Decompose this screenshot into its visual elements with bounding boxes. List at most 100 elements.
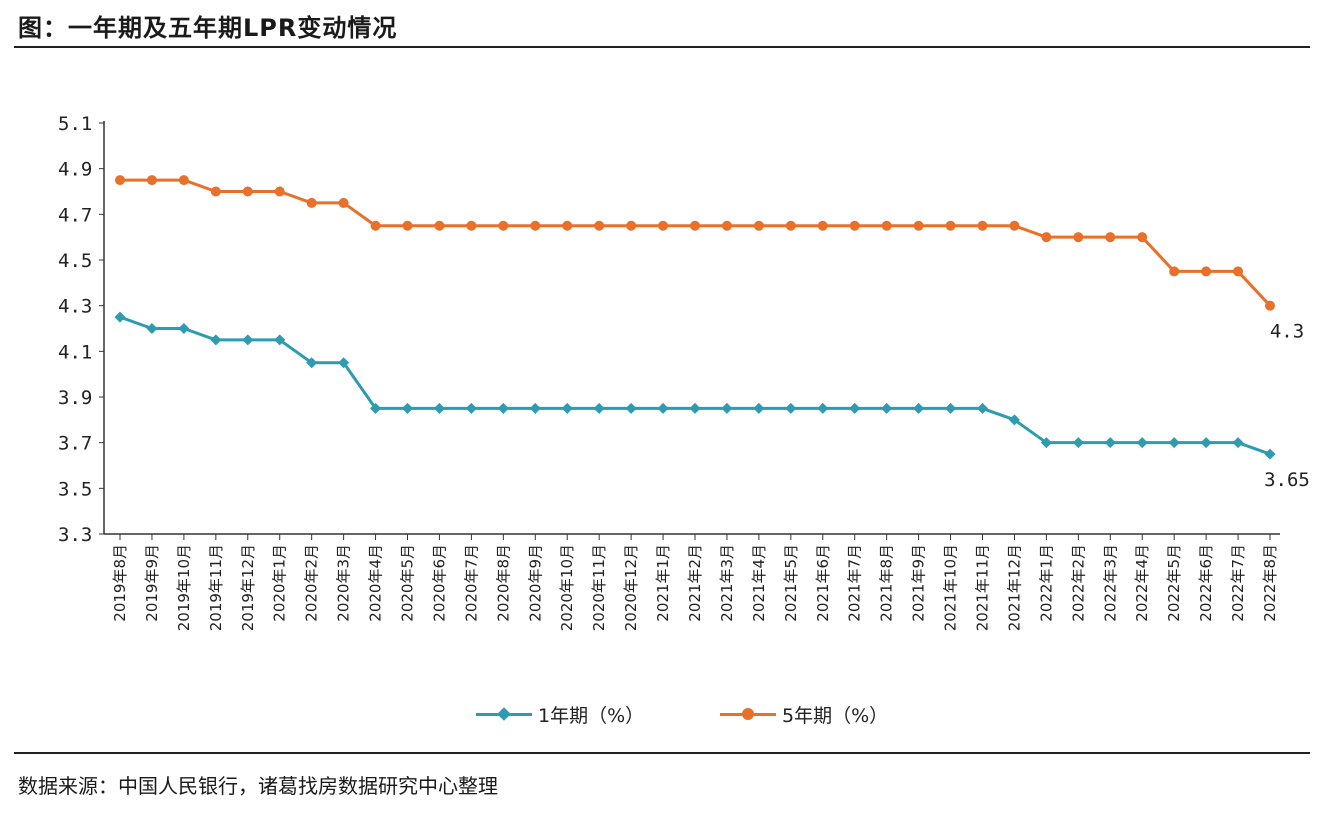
- data-point-1y: [913, 402, 925, 414]
- x-tick-label: 2022年4月: [1133, 544, 1151, 622]
- data-point-5y: [977, 220, 988, 231]
- x-tick-label: 2021年7月: [846, 544, 864, 622]
- data-point-5y: [817, 220, 828, 231]
- x-tick-label: 2020年11月: [590, 544, 608, 631]
- data-label-end-1y: 3.65: [1264, 469, 1310, 491]
- data-point-5y: [274, 186, 285, 197]
- x-tick-label: 2020年12月: [622, 544, 640, 631]
- data-point-5y: [242, 186, 253, 197]
- x-tick-label: 2021年8月: [878, 544, 896, 622]
- data-point-5y: [753, 220, 764, 231]
- x-tick-label: 2021年10月: [942, 544, 960, 631]
- x-tick-label: 2021年3月: [718, 544, 736, 622]
- x-tick-label: 2021年5月: [782, 544, 800, 622]
- data-point-5y: [849, 220, 860, 231]
- data-point-1y: [465, 402, 477, 414]
- data-point-5y: [690, 220, 700, 231]
- series-line-5y: [120, 178, 1272, 307]
- x-tick-label: 2020年2月: [303, 544, 321, 622]
- data-point-5y: [1201, 266, 1212, 277]
- data-point-5y: [913, 220, 924, 231]
- x-tick-label: 2021年4月: [750, 544, 768, 622]
- data-point-1y: [274, 334, 286, 346]
- data-point-1y: [977, 402, 988, 414]
- data-point-1y: [945, 402, 957, 414]
- x-tick-label: 2020年3月: [335, 544, 353, 622]
- x-tick-label: 2021年9月: [910, 544, 928, 622]
- x-tick-label: 2022年3月: [1101, 544, 1119, 622]
- data-point-5y: [594, 220, 605, 231]
- data-point-1y: [146, 323, 158, 334]
- y-tick-label: 3.9: [58, 387, 92, 409]
- data-point-5y: [178, 175, 189, 186]
- y-tick-label: 4.3: [58, 296, 92, 318]
- x-tick-label: 2022年8月: [1261, 544, 1279, 622]
- series-line-1y: [119, 315, 1271, 456]
- data-point-1y: [242, 334, 254, 346]
- chart-title: 图：一年期及五年期LPR变动情况: [18, 14, 398, 42]
- x-tick-label: 2022年1月: [1037, 544, 1055, 622]
- data-point-5y: [498, 220, 509, 231]
- data-point-5y: [562, 220, 573, 231]
- data-point-5y: [210, 186, 221, 197]
- x-tick-label: 2020年6月: [430, 544, 448, 622]
- x-tick-label: 2021年6月: [814, 544, 832, 622]
- chart-legend: 1年期（%） 5年期（%）: [0, 699, 1320, 729]
- y-tick-label: 4.9: [58, 159, 92, 181]
- legend-item-1y: 1年期（%）: [476, 699, 644, 729]
- legend-item-5y: 5年期（%）: [720, 699, 888, 729]
- data-point-1y: [114, 311, 126, 323]
- data-point-5y: [626, 220, 637, 231]
- data-point-5y: [1233, 266, 1244, 277]
- data-point-5y: [115, 175, 125, 186]
- x-tick-label: 2019年11月: [207, 544, 225, 631]
- y-tick-label: 3.3: [58, 524, 92, 546]
- data-point-5y: [306, 197, 317, 208]
- data-point-1y: [657, 402, 669, 414]
- x-tick-label: 2021年12月: [1005, 544, 1023, 631]
- x-tick-label: 2020年10月: [558, 544, 576, 631]
- x-tick-label: 2020年7月: [462, 544, 480, 622]
- lpr-line-chart: 3.3 3.5 3.7 3.9 4.1 4.3 4.5 4.7 4.9 5.1 2019年8月 201…: [58, 113, 1310, 631]
- y-tick-label: 4.7: [58, 204, 92, 226]
- data-point-5y: [881, 220, 892, 231]
- data-point-5y: [1073, 232, 1084, 243]
- x-tick-label: 2019年12月: [239, 544, 257, 631]
- data-point-5y: [1137, 232, 1148, 243]
- footer-divider: [14, 752, 1310, 754]
- data-point-5y: [466, 220, 477, 231]
- x-tick-label: 2020年5月: [399, 544, 417, 622]
- data-point-1y: [561, 402, 573, 414]
- data-point-5y: [1105, 232, 1116, 243]
- x-tick-label: 2022年7月: [1229, 544, 1247, 622]
- data-point-5y: [945, 220, 956, 231]
- data-point-1y: [1200, 437, 1212, 449]
- legend-label-5y: 5年期（%）: [782, 704, 889, 727]
- y-tick-label: 4.1: [58, 341, 92, 363]
- data-source-note: 数据来源：中国人民银行，诸葛找房数据研究中心整理: [18, 774, 498, 798]
- data-point-1y: [529, 402, 541, 414]
- x-tick-label: 2019年9月: [143, 544, 161, 622]
- x-tick-label: 2020年9月: [526, 544, 544, 622]
- data-label-end-5y: 4.3: [1270, 321, 1304, 343]
- data-point-1y: [1008, 414, 1020, 426]
- y-tick-label: 3.5: [58, 478, 92, 500]
- data-point-1y: [1232, 437, 1244, 449]
- x-tick-label: 2021年11月: [974, 544, 992, 631]
- data-point-5y: [530, 220, 541, 231]
- legend-swatch-5y: [720, 704, 776, 724]
- x-tick-label: 2022年5月: [1165, 544, 1183, 622]
- x-tick-label: 2022年6月: [1197, 544, 1215, 622]
- data-point-1y: [625, 402, 637, 414]
- data-point-5y: [434, 220, 445, 231]
- data-point-5y: [370, 220, 381, 231]
- x-tick-label: 2022年2月: [1069, 544, 1087, 622]
- data-point-1y: [1040, 437, 1052, 449]
- data-point-5y: [1009, 220, 1020, 231]
- data-point-1y: [178, 323, 190, 334]
- y-tick-label: 3.7: [58, 433, 92, 455]
- data-point-1y: [497, 402, 509, 414]
- data-point-5y: [338, 197, 349, 208]
- data-point-1y: [370, 402, 382, 414]
- data-point-1y: [402, 402, 413, 414]
